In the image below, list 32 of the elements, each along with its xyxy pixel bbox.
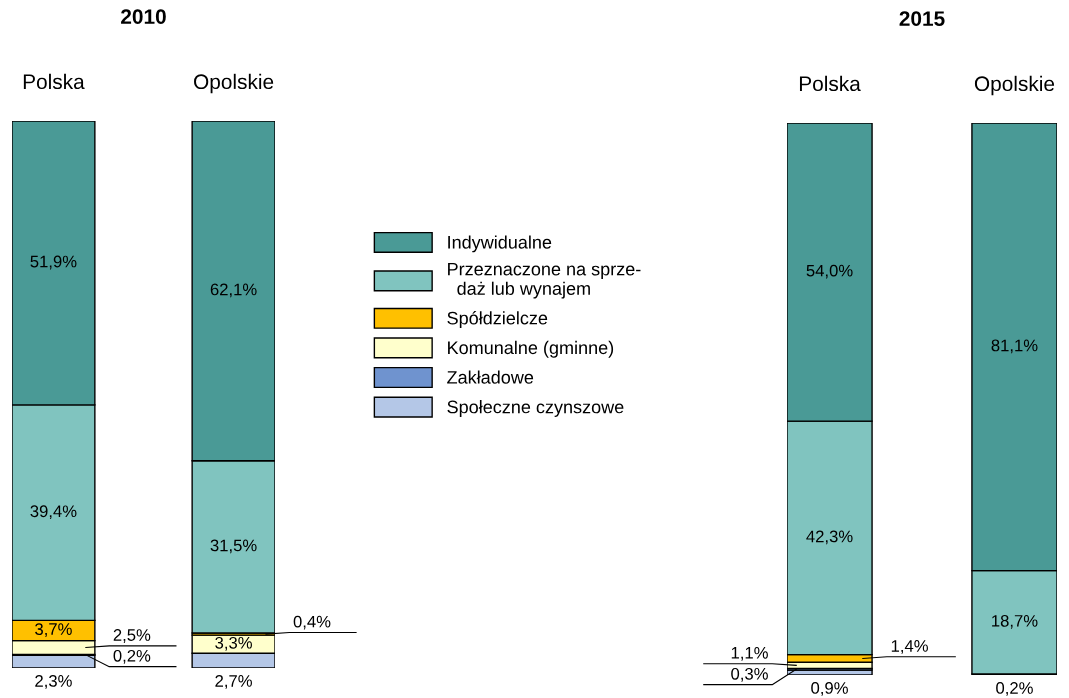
data-label: 0,3%	[731, 667, 768, 682]
data-label: 51,9%	[30, 255, 77, 270]
legend-label: Komunalne (gminne)	[448, 340, 614, 358]
data-label: 2,7%	[215, 675, 252, 689]
data-label: 2,3%	[35, 675, 72, 689]
x-tick-label: Polska	[23, 73, 85, 90]
data-label: 3,7%	[35, 623, 72, 637]
data-label: 3,3%	[215, 636, 252, 651]
data-label: 0,2%	[996, 682, 1033, 696]
data-label: 42,3%	[806, 530, 853, 545]
chart-title: 2015	[899, 11, 945, 26]
x-tick-label: Opolskie	[974, 75, 1055, 96]
data-label: 2,5%	[113, 629, 151, 643]
data-label: 1,1%	[731, 647, 768, 661]
legend-label: Zakładowe	[447, 370, 534, 384]
legend-label: Spółdzielcze	[447, 311, 548, 329]
legend-label: Społeczne czynszowe	[447, 400, 624, 417]
legend-label: Indywidualne	[448, 235, 552, 253]
data-label: 1,4%	[891, 640, 928, 654]
data-label: 54,0%	[806, 264, 853, 279]
data-label: 62,1%	[210, 283, 257, 298]
data-label: 81,1%	[991, 339, 1038, 354]
data-label: 0,9%	[811, 682, 848, 696]
x-tick-label: Opolskie	[194, 73, 274, 94]
data-label: 18,7%	[992, 614, 1038, 629]
legend-label: Przeznaczone na sprze- daż lub wynajem	[448, 262, 641, 299]
data-label: 0,4%	[293, 615, 331, 630]
chart-title: 2010	[121, 9, 166, 24]
x-tick-label: Polska	[799, 75, 861, 92]
data-label: 39,4%	[30, 505, 77, 520]
data-label: 0,2%	[113, 649, 151, 664]
data-label: 31,5%	[210, 539, 257, 554]
